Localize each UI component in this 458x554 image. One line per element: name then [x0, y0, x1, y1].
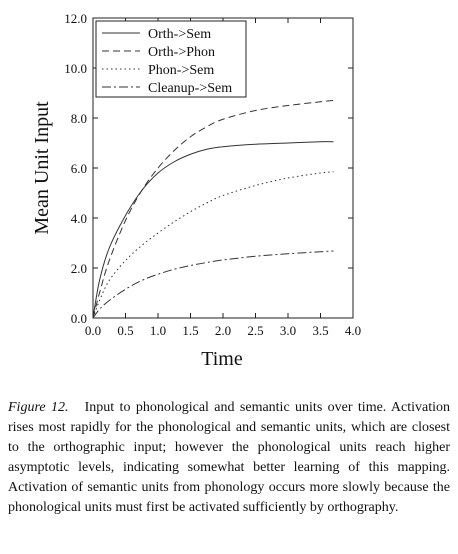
legend-label: Orth->Sem: [148, 27, 211, 42]
y-tick-label: 4.0: [71, 211, 87, 226]
series-lines: [92, 100, 334, 319]
legend-label: Cleanup->Sem: [148, 81, 232, 96]
x-tick-label: 0.0: [85, 323, 101, 338]
x-tick-label: 1.0: [150, 323, 166, 338]
series-line-2: [92, 100, 334, 319]
y-tick-label: 12.0: [64, 11, 87, 26]
series-line-3: [92, 171, 334, 319]
y-tick-label: 10.0: [64, 61, 87, 76]
x-tick-label: 2.0: [215, 323, 231, 338]
y-axis-ticks: 0.0 2.0 4.0 6.0 8.0 10.0 12.0: [64, 11, 353, 326]
caption-text: Input to phonological and semantic units…: [8, 400, 450, 515]
y-tick-label: 8.0: [71, 111, 87, 126]
series-line-4: [92, 250, 334, 319]
x-tick-label: 3.0: [280, 323, 296, 338]
x-axis-label: Time: [201, 348, 243, 370]
legend: Orth->Sem Orth->Phon Phon->Sem Cleanup->Sem: [95, 20, 247, 98]
legend-label: Orth->Phon: [148, 45, 215, 60]
legend-label: Phon->Sem: [148, 63, 214, 78]
y-tick-label: 0.0: [71, 311, 87, 326]
legend-box: [95, 20, 247, 98]
figure-caption: Figure 12. Input to phonological and sem…: [8, 398, 450, 518]
x-tick-label: 2.5: [247, 323, 263, 338]
y-tick-label: 2.0: [71, 261, 87, 276]
line-chart: 0.0 0.5 1.0 1.5 2.0 2.5 3.0 3.5 4.0 0.0 2.0 4.0 6.0…: [31, 11, 361, 370]
x-tick-label: 0.5: [117, 323, 133, 338]
y-tick-label: 6.0: [71, 161, 87, 176]
y-axis-label: Mean Unit Input: [31, 101, 53, 235]
x-tick-label: 3.5: [312, 323, 328, 338]
x-axis-ticks: 0.0 0.5 1.0 1.5 2.0 2.5 3.0 3.5 4.0: [85, 18, 361, 338]
x-tick-label: 4.0: [345, 323, 361, 338]
series-line-1: [92, 141, 334, 319]
caption-label: Figure 12.: [8, 400, 69, 415]
x-tick-label: 1.5: [182, 323, 198, 338]
